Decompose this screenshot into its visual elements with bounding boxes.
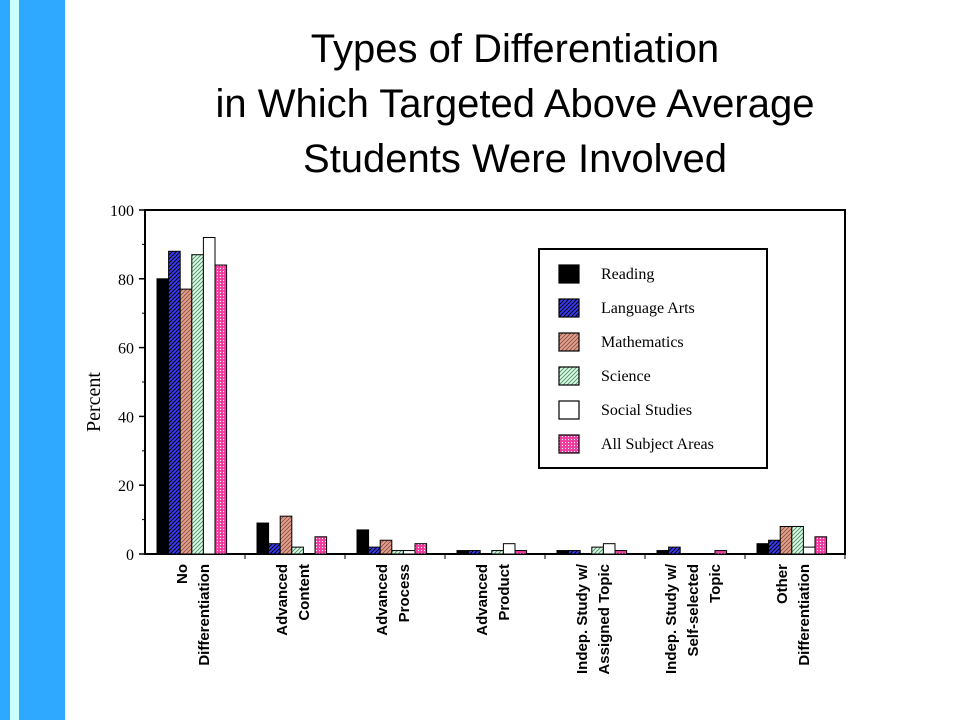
- legend-label: Language Arts: [601, 300, 695, 317]
- bar-language-arts: [268, 543, 281, 555]
- bar-reading: [356, 529, 370, 555]
- x-category-label: Indep. Study w/: [574, 563, 591, 674]
- bar-social-studies: [202, 237, 216, 555]
- bar-all-subject-areas: [614, 550, 628, 555]
- bar-social-studies: [802, 546, 816, 555]
- legend-label: Mathematics: [601, 334, 684, 351]
- legend-swatch: [558, 434, 580, 454]
- bar-language-arts: [368, 546, 381, 555]
- bar-science: [291, 546, 304, 555]
- title-line-2: in Which Targeted Above Average: [215, 82, 815, 126]
- bar-science: [491, 550, 504, 555]
- x-category-label: Content: [296, 564, 313, 621]
- bar-reading: [656, 550, 670, 555]
- y-tick-label: 100: [110, 203, 134, 220]
- bar-social-studies: [402, 550, 416, 555]
- bar-language-arts: [168, 250, 181, 555]
- y-tick-label: 40: [118, 409, 134, 426]
- bar-science: [791, 525, 804, 555]
- bar-language-arts: [768, 539, 781, 555]
- bar-science: [591, 546, 604, 555]
- x-category-label: Differentiation: [196, 564, 213, 666]
- x-category-label: Advanced: [374, 564, 391, 636]
- bar-science: [391, 550, 404, 555]
- x-category-label: Advanced: [474, 564, 491, 636]
- x-category-label: No: [174, 564, 191, 584]
- legend-swatch: [558, 366, 580, 386]
- x-category-label: Product: [496, 564, 513, 621]
- bar-all-subject-areas: [214, 264, 228, 555]
- legend-label: Science: [601, 368, 651, 385]
- bar-all-subject-areas: [714, 550, 728, 555]
- bar-mathematics: [379, 539, 393, 555]
- bar-reading: [256, 522, 270, 555]
- x-category-label: Differentiation: [796, 564, 813, 666]
- legend-label: Reading: [601, 266, 654, 283]
- x-category-label: Assigned Topic: [596, 564, 613, 675]
- bar-reading: [156, 278, 170, 555]
- bar-all-subject-areas: [314, 536, 328, 555]
- bar-mathematics: [279, 515, 293, 555]
- y-tick-label: 0: [126, 547, 134, 564]
- x-category-label: Indep. Study w/: [663, 563, 680, 674]
- x-category-label: Advanced: [274, 564, 291, 636]
- bar-all-subject-areas: [414, 543, 428, 555]
- bar-all-subject-areas: [514, 550, 528, 555]
- y-axis-label: Percent: [83, 372, 105, 432]
- x-category-label: Self-selected: [685, 564, 702, 657]
- legend-swatch: [558, 264, 580, 284]
- bar-science: [191, 254, 204, 555]
- title-line-1: Types of Differentiation: [310, 27, 720, 71]
- sidebar-stripe: [10, 0, 19, 720]
- x-category-label: Process: [396, 564, 413, 622]
- legend-swatch: [558, 332, 580, 352]
- y-tick-label: 80: [118, 272, 134, 289]
- bar-mathematics: [179, 288, 193, 555]
- legend-label: Social Studies: [601, 402, 692, 419]
- legend-swatch: [558, 298, 580, 318]
- legend-box: [538, 248, 768, 469]
- bar-language-arts: [668, 546, 681, 555]
- bar-language-arts: [468, 550, 481, 555]
- bar-mathematics: [779, 525, 793, 555]
- bar-reading: [556, 550, 570, 555]
- title-line-3: Students Were Involved: [303, 137, 727, 181]
- y-tick-label: 60: [118, 341, 134, 358]
- legend-swatch: [558, 400, 580, 420]
- bar-social-studies: [502, 543, 516, 555]
- slide-title: Types of Differentiation in Which Target…: [120, 22, 910, 187]
- bar-reading: [756, 543, 770, 555]
- legend-label: All Subject Areas: [601, 436, 714, 453]
- x-category-label: Topic: [707, 564, 724, 603]
- bar-all-subject-areas: [814, 536, 828, 555]
- bar-reading: [456, 550, 470, 555]
- y-tick-label: 20: [118, 478, 134, 495]
- bar-social-studies: [602, 543, 616, 555]
- x-category-label: Other: [774, 564, 791, 604]
- bar-language-arts: [568, 550, 581, 555]
